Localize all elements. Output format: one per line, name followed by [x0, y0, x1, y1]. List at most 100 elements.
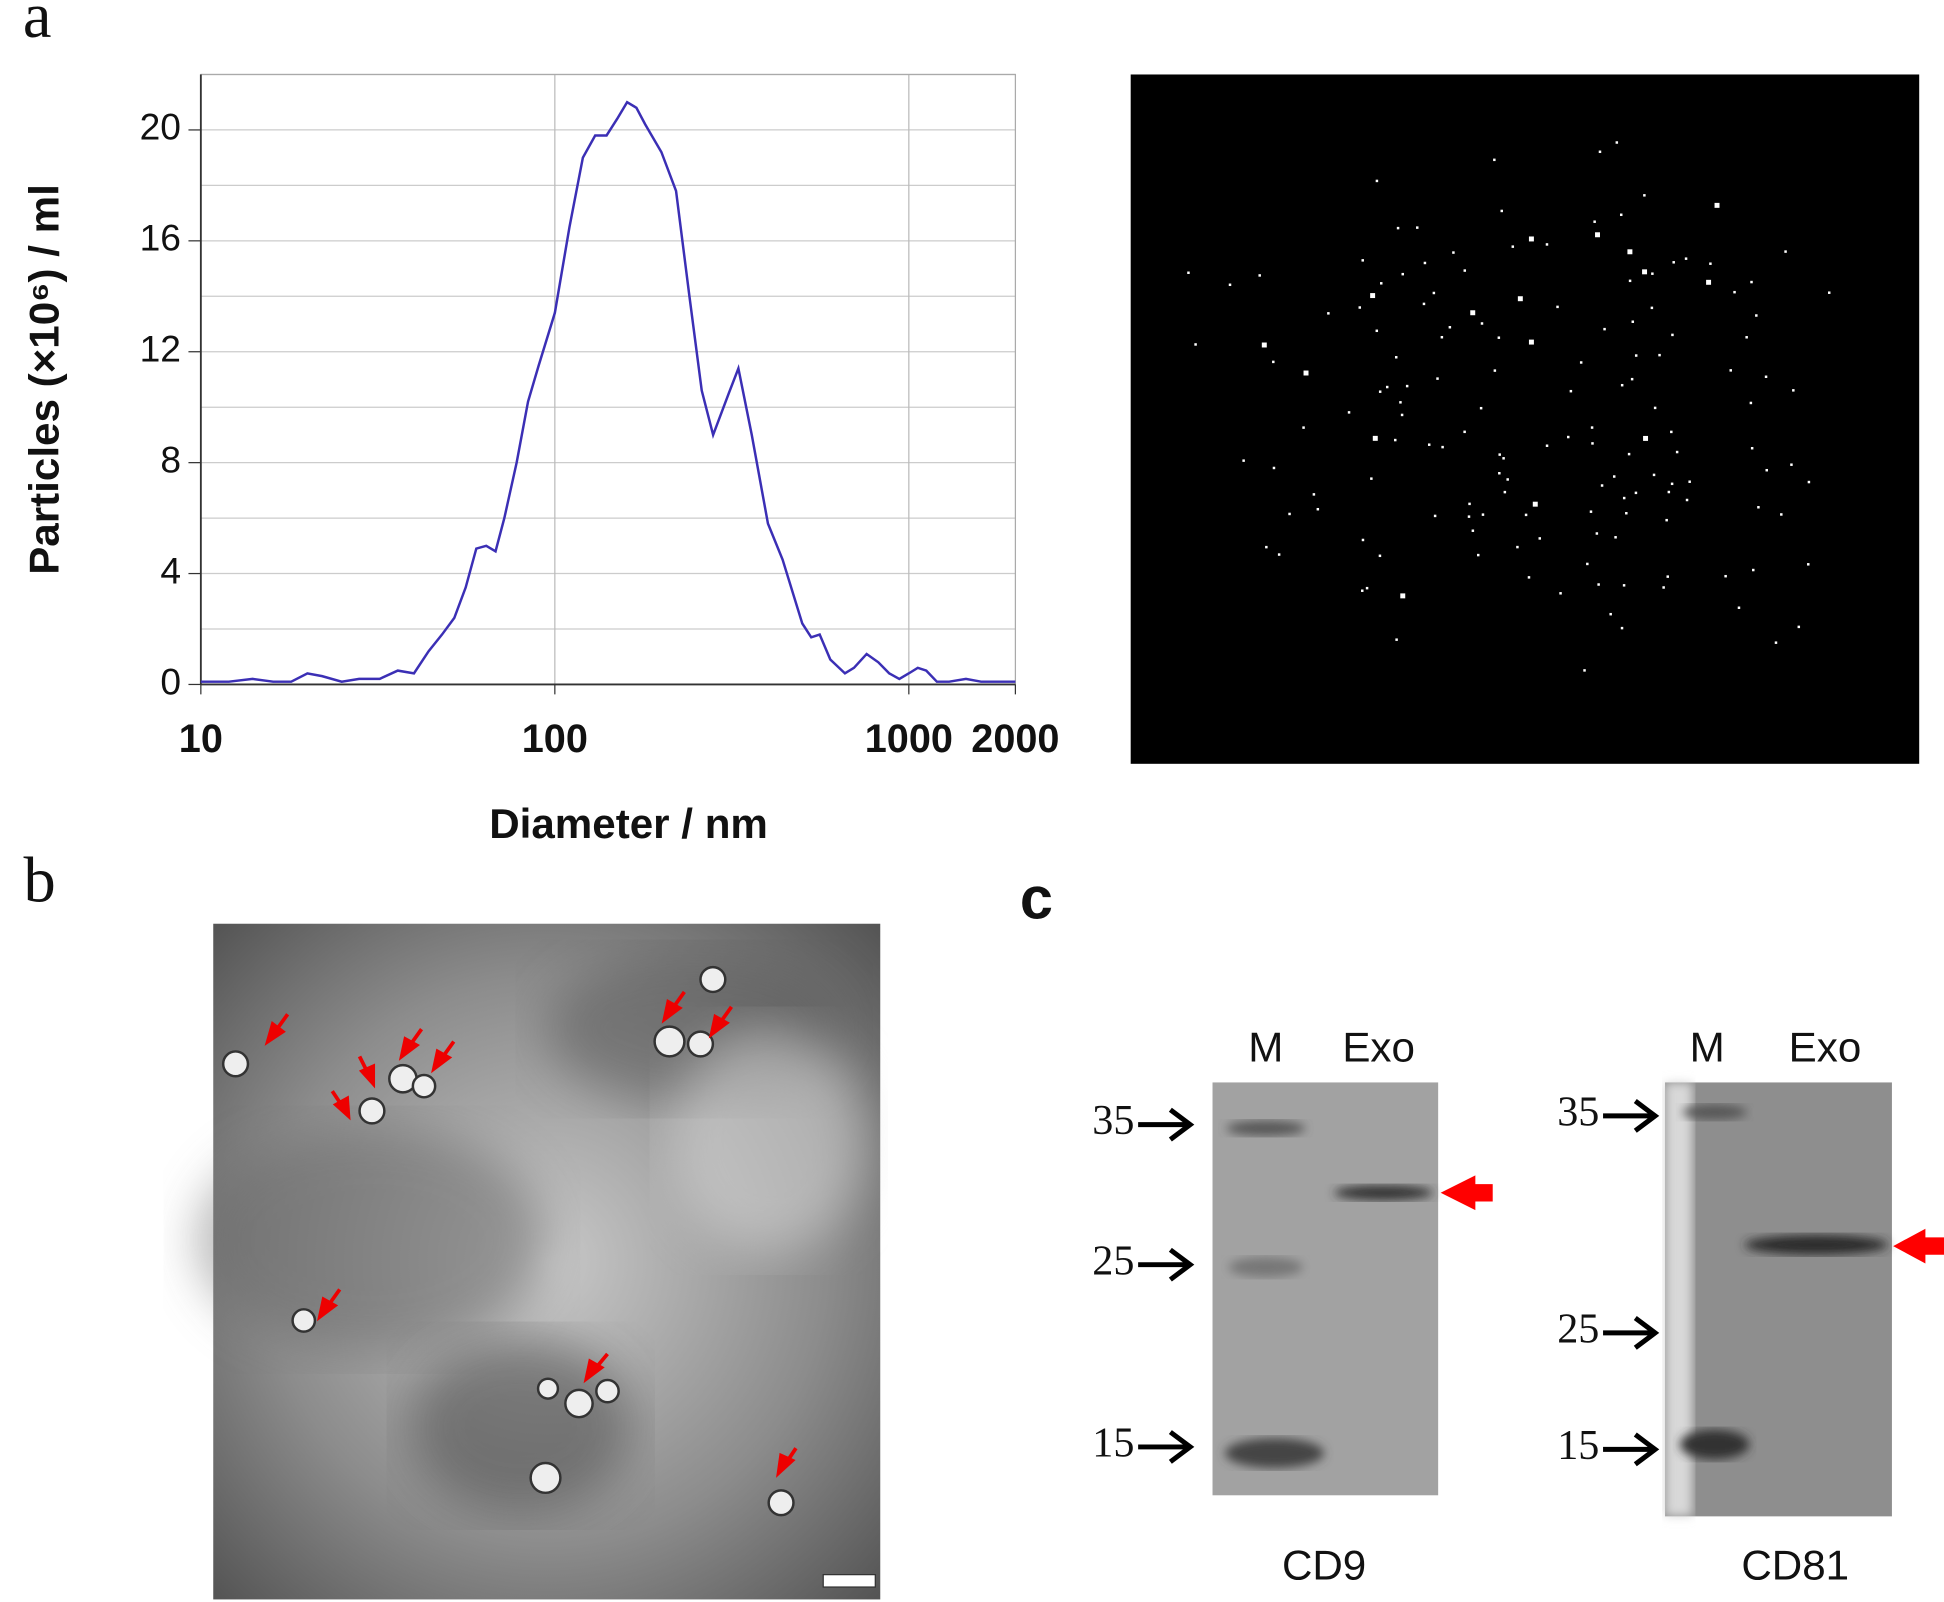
y-tick-label: 4 — [160, 549, 181, 591]
speck — [1667, 490, 1671, 494]
speck — [1559, 592, 1562, 595]
speck — [1194, 343, 1197, 346]
speck — [1228, 283, 1232, 287]
speck — [1658, 353, 1661, 357]
speck — [1688, 480, 1691, 483]
x-axis-label: Diameter / nm — [489, 800, 768, 847]
blot-label: CD81 — [1741, 1542, 1849, 1589]
speck — [1556, 305, 1559, 309]
speck — [1471, 529, 1475, 532]
speck — [1400, 593, 1406, 599]
speck — [1400, 413, 1404, 417]
lane-label: M — [1248, 1023, 1283, 1070]
speck — [1258, 274, 1261, 277]
y-tick-label: 8 — [160, 438, 181, 480]
speck — [1463, 269, 1467, 272]
speck — [1528, 236, 1534, 242]
speck — [1627, 452, 1631, 456]
speck — [1569, 389, 1573, 393]
speck — [1187, 271, 1190, 274]
speck — [1653, 406, 1657, 410]
speck — [1807, 480, 1811, 484]
speck — [1590, 426, 1594, 429]
y-tick-label: 20 — [140, 106, 181, 148]
speck — [1394, 356, 1398, 359]
speck — [1685, 498, 1689, 502]
x-tick-label: 2000 — [971, 717, 1059, 761]
speck — [1394, 438, 1397, 442]
speck — [1312, 493, 1316, 496]
speck — [1401, 272, 1404, 276]
speck — [1399, 401, 1402, 404]
speck — [1625, 511, 1628, 515]
speck — [1750, 280, 1753, 284]
speck — [1500, 209, 1503, 213]
panel-label: b — [24, 844, 56, 915]
line-series — [200, 100, 1016, 683]
speck — [1416, 226, 1419, 229]
speck — [1595, 232, 1600, 238]
speck — [1612, 475, 1616, 478]
speck — [1784, 250, 1787, 253]
speck — [1764, 375, 1768, 379]
speck — [1288, 512, 1291, 516]
speck — [1643, 194, 1646, 197]
speck — [1358, 306, 1362, 309]
speck — [1277, 553, 1281, 556]
speck — [1684, 257, 1688, 260]
speck — [1433, 514, 1437, 518]
speck — [1597, 583, 1600, 586]
marker-label: 35 — [1557, 1089, 1599, 1136]
speck — [1380, 282, 1383, 285]
speck — [1427, 443, 1431, 446]
speck — [1714, 202, 1720, 208]
speck — [1615, 141, 1619, 144]
speck — [1516, 545, 1519, 549]
speck — [1316, 507, 1320, 511]
speck — [1502, 457, 1505, 460]
speck — [1545, 243, 1549, 246]
blot-labels: M Exo 35 25 15 CD9 M Exo 35 25 15 CD81 — [1092, 1023, 1861, 1588]
speck — [1671, 333, 1674, 337]
speck — [1395, 638, 1398, 641]
speck — [1780, 513, 1783, 516]
speck — [1583, 669, 1586, 672]
speck — [1468, 502, 1471, 506]
speck — [1405, 384, 1409, 388]
marker-label: 25 — [1557, 1306, 1599, 1353]
speck — [1422, 302, 1426, 306]
speck — [1591, 442, 1594, 445]
y-axis-label: Particles (×10⁶) / ml — [20, 184, 67, 575]
speck — [1441, 445, 1444, 449]
speck — [1470, 310, 1476, 316]
speck — [1302, 426, 1305, 429]
speck — [1595, 532, 1599, 535]
panel-label: c — [1020, 864, 1053, 931]
marker-label: 35 — [1092, 1097, 1134, 1144]
speck — [1432, 291, 1436, 295]
speck — [1452, 251, 1455, 254]
speck — [1755, 314, 1758, 317]
speck — [1642, 269, 1648, 275]
speck — [1733, 290, 1736, 294]
lane-label: Exo — [1342, 1023, 1415, 1070]
speck — [1619, 213, 1623, 217]
speck — [1385, 385, 1389, 389]
speck — [1532, 501, 1538, 507]
speck — [1493, 158, 1496, 162]
speck — [1729, 369, 1732, 372]
speck — [1792, 389, 1795, 392]
speck — [1807, 563, 1810, 566]
speck — [1620, 626, 1624, 630]
speck — [1436, 377, 1439, 380]
speck — [1589, 510, 1593, 513]
speck — [1630, 377, 1634, 381]
speck — [1423, 261, 1427, 265]
speck — [1378, 554, 1382, 558]
x-tick-label: 10 — [179, 717, 223, 761]
speck — [1662, 586, 1665, 589]
speck — [1361, 259, 1364, 262]
speck — [1620, 383, 1624, 387]
speck — [1651, 272, 1654, 275]
speck — [1493, 369, 1497, 372]
